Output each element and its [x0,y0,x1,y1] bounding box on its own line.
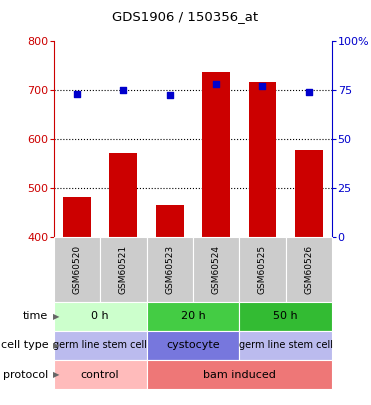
Point [213,81,219,87]
Text: time: time [23,311,48,321]
Bar [202,72,230,237]
Text: cell type: cell type [1,341,48,350]
Text: GSM60523: GSM60523 [165,245,174,294]
Text: 50 h: 50 h [273,311,298,321]
Text: ▶: ▶ [53,341,60,350]
Text: control: control [81,370,119,379]
Text: GSM60526: GSM60526 [304,245,313,294]
Point [120,86,126,93]
Point [306,88,312,95]
Text: ▶: ▶ [53,370,60,379]
Text: cystocyte: cystocyte [166,341,220,350]
Text: 0 h: 0 h [91,311,109,321]
Text: GSM60521: GSM60521 [119,245,128,294]
Point [167,92,173,99]
Text: 20 h: 20 h [181,311,205,321]
Point [74,90,80,97]
Text: GDS1906 / 150356_at: GDS1906 / 150356_at [112,10,259,23]
Text: germ line stem cell: germ line stem cell [239,341,333,350]
Text: GSM60525: GSM60525 [258,245,267,294]
Text: bam induced: bam induced [203,370,276,379]
Text: protocol: protocol [3,370,48,379]
Text: GSM60520: GSM60520 [72,245,82,294]
Text: germ line stem cell: germ line stem cell [53,341,147,350]
Bar [249,82,276,237]
Text: ▶: ▶ [53,312,60,321]
Bar [63,197,91,237]
Point [259,83,265,89]
Text: GSM60524: GSM60524 [211,245,221,294]
Bar [156,205,184,237]
Bar [109,153,137,237]
Bar [295,149,323,237]
